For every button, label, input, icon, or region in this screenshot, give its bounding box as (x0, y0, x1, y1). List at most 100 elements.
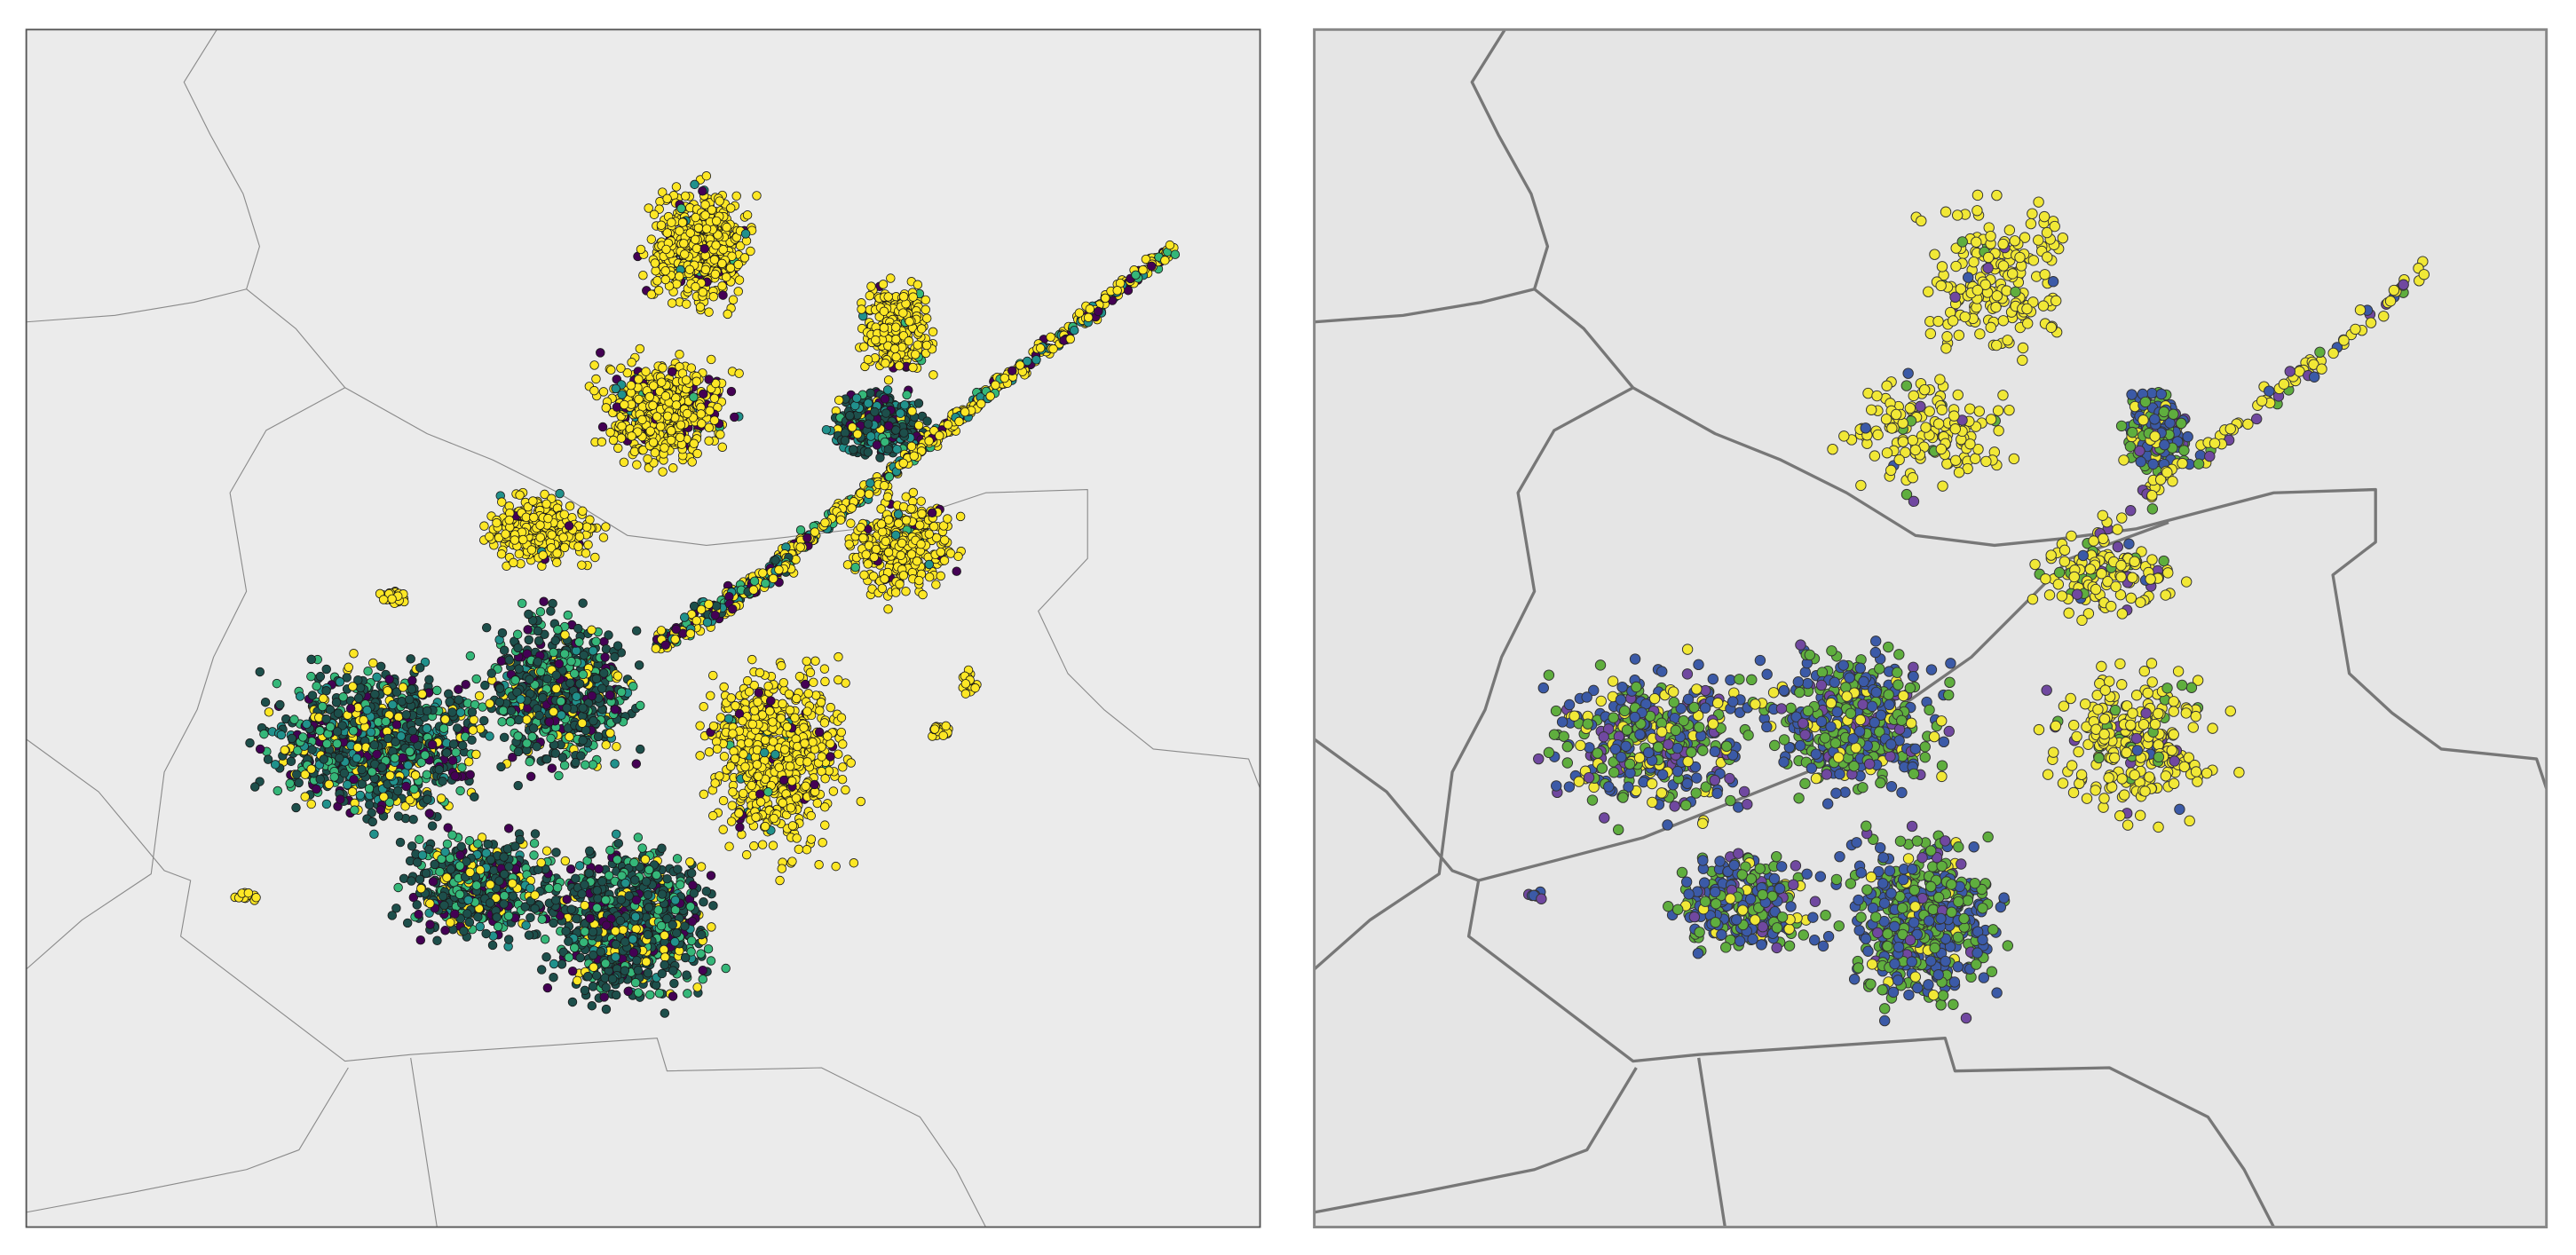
point (514, 714, 524, 725)
point (881, 408, 891, 418)
point (559, 509, 569, 519)
point (884, 421, 894, 430)
point (943, 420, 953, 430)
point (820, 517, 830, 528)
point (991, 380, 1000, 391)
point (616, 363, 626, 373)
point (837, 774, 848, 785)
point (403, 761, 413, 770)
point (717, 258, 727, 269)
point (273, 785, 283, 796)
point (913, 420, 924, 430)
point (691, 212, 700, 223)
point (1100, 293, 1110, 304)
boundary (26, 387, 345, 970)
point (691, 281, 700, 292)
point (569, 668, 580, 679)
point (880, 480, 889, 491)
point (865, 478, 875, 488)
point (927, 508, 937, 518)
point (573, 541, 583, 551)
point (335, 677, 345, 687)
point (871, 544, 881, 555)
point (863, 447, 873, 457)
point (260, 697, 271, 707)
point (658, 187, 668, 197)
point (865, 290, 875, 301)
point (898, 571, 909, 580)
point (693, 223, 704, 233)
point (646, 289, 657, 299)
point (375, 805, 386, 815)
point (820, 820, 830, 830)
point (499, 645, 510, 655)
point (559, 649, 570, 659)
point (355, 683, 366, 693)
point (396, 731, 407, 741)
point (652, 276, 662, 286)
point (709, 393, 720, 404)
point (542, 674, 552, 683)
point (831, 861, 841, 872)
point (422, 706, 432, 716)
point (658, 467, 668, 477)
point (589, 385, 599, 396)
point (335, 753, 344, 763)
point (746, 246, 755, 257)
point (581, 522, 592, 532)
point (836, 727, 847, 738)
point (522, 714, 532, 725)
point (648, 438, 659, 447)
point (410, 770, 421, 780)
point (357, 764, 367, 775)
point (953, 551, 963, 562)
point (880, 394, 890, 404)
point (881, 536, 890, 547)
point (577, 718, 588, 728)
point (893, 509, 904, 519)
point (263, 754, 273, 764)
point (366, 727, 376, 738)
point (895, 408, 905, 418)
point (704, 375, 714, 384)
point (321, 664, 331, 675)
point (362, 705, 372, 715)
point (287, 733, 297, 744)
point (471, 674, 481, 684)
point (404, 694, 415, 705)
point (794, 844, 804, 855)
point (747, 654, 757, 665)
point (455, 785, 465, 796)
point (463, 756, 474, 767)
point (707, 205, 717, 215)
point (856, 488, 865, 499)
point (844, 539, 854, 549)
point (560, 630, 570, 640)
point (895, 579, 905, 589)
point (250, 782, 260, 792)
point (1170, 249, 1181, 259)
point (422, 723, 432, 734)
point (921, 295, 930, 305)
point (634, 375, 644, 384)
point (259, 729, 269, 739)
point (897, 538, 907, 549)
point (916, 496, 926, 506)
point (479, 521, 489, 531)
point (496, 656, 507, 666)
point (610, 705, 620, 714)
point (514, 664, 524, 674)
point (485, 731, 494, 741)
point (298, 732, 308, 742)
point (587, 625, 597, 635)
point (338, 692, 348, 702)
point (908, 362, 918, 373)
point (698, 186, 707, 196)
point (591, 674, 602, 683)
point (280, 745, 289, 755)
point (1085, 304, 1095, 314)
point (686, 363, 697, 373)
point (427, 821, 438, 831)
point (695, 721, 705, 730)
point (875, 453, 885, 462)
